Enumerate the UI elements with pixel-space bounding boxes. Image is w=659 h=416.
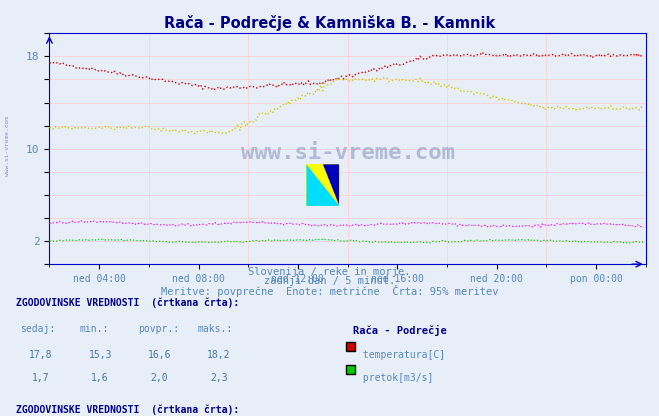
Text: 1,7: 1,7 xyxy=(32,373,49,383)
Text: pretok[m3/s]: pretok[m3/s] xyxy=(357,373,434,383)
Polygon shape xyxy=(306,164,339,206)
Text: ZGODOVINSKE VREDNOSTI  (črtkana črta):: ZGODOVINSKE VREDNOSTI (črtkana črta): xyxy=(16,297,240,308)
Text: www.si-vreme.com: www.si-vreme.com xyxy=(241,144,455,163)
Text: 1,6: 1,6 xyxy=(92,373,109,383)
Text: Rača - Podrečje: Rača - Podrečje xyxy=(353,324,446,336)
Text: temperatura[C]: temperatura[C] xyxy=(357,350,445,360)
Text: 16,6: 16,6 xyxy=(148,350,171,360)
Text: Slovenija / reke in morje.: Slovenija / reke in morje. xyxy=(248,267,411,277)
Text: 18,2: 18,2 xyxy=(207,350,231,360)
Text: sedaj:: sedaj: xyxy=(20,324,55,334)
Text: zadnji dan / 5 minut.: zadnji dan / 5 minut. xyxy=(264,276,395,286)
Text: 2,3: 2,3 xyxy=(210,373,227,383)
Text: 17,8: 17,8 xyxy=(29,350,53,360)
Text: maks.:: maks.: xyxy=(198,324,233,334)
Text: min.:: min.: xyxy=(79,324,109,334)
Polygon shape xyxy=(323,164,339,206)
Polygon shape xyxy=(306,164,339,206)
Text: Meritve: povprečne  Enote: metrične  Črta: 95% meritev: Meritve: povprečne Enote: metrične Črta:… xyxy=(161,285,498,297)
Text: 15,3: 15,3 xyxy=(88,350,112,360)
Text: ZGODOVINSKE VREDNOSTI  (črtkana črta):: ZGODOVINSKE VREDNOSTI (črtkana črta): xyxy=(16,404,240,415)
Text: 2,0: 2,0 xyxy=(151,373,168,383)
Text: povpr.:: povpr.: xyxy=(138,324,179,334)
Text: Rača - Podrečje & Kamniška B. - Kamnik: Rača - Podrečje & Kamniška B. - Kamnik xyxy=(164,15,495,30)
Text: www.si-vreme.com: www.si-vreme.com xyxy=(5,116,11,176)
